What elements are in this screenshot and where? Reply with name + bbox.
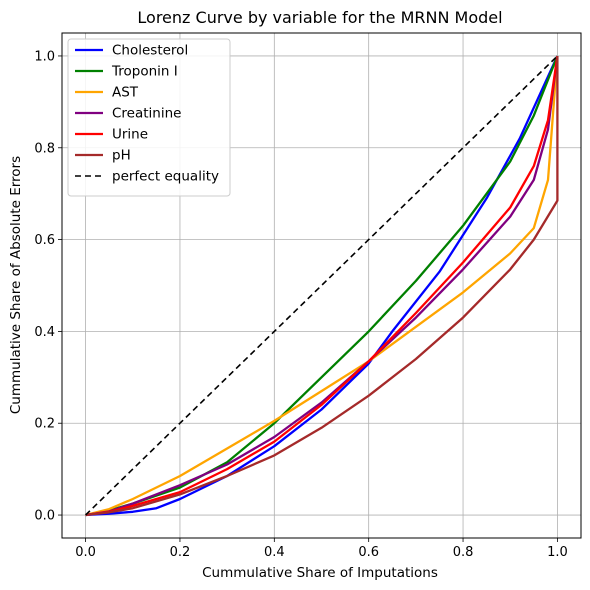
y-tick-label: 0.2 [34,417,55,432]
series-line-cholesterol [85,55,559,517]
y-tick-label: 0.8 [34,141,55,156]
series-layer [85,55,559,517]
legend-label: Troponin I [111,64,178,80]
series-line-ast [85,55,559,517]
x-axis-label: Cummulative Share of Imputations [202,565,438,581]
plot-frame [61,32,582,539]
y-tick-label: 0.4 [34,325,55,340]
y-axis-ticks: 0.0 0.2 0.4 0.6 0.8 1.0 [34,49,62,524]
x-tick-label: 0.8 [453,545,474,560]
legend-box [67,38,231,197]
x-tick-label: 0.6 [358,545,379,560]
x-axis-ticks: 0.0 0.2 0.4 0.6 0.8 1.0 [75,538,568,560]
chart-title: Lorenz Curve by variable for the MRNN Mo… [137,8,502,27]
grid [62,33,581,538]
legend-label: Creatinine [112,106,181,122]
y-tick-label: 0.0 [34,509,55,524]
series-line-ph [85,56,559,517]
x-tick-label: 0.0 [75,545,96,560]
y-tick-label: 1.0 [34,49,55,64]
series-line-urine [85,55,559,517]
legend-label: Urine [112,127,148,143]
legend-label: AST [112,85,139,101]
legend-label: Cholesterol [112,43,188,59]
y-tick-label: 0.6 [34,233,55,248]
legend: Cholesterol Troponin I AST Creatinine Urine p… [67,38,231,197]
legend-label: pH [112,148,131,164]
x-tick-label: 1.0 [547,545,568,560]
legend-label: perfect equality [112,169,219,185]
x-tick-label: 0.4 [264,545,285,560]
y-axis-label: Cummulative Share of Absolute Errors [8,156,24,414]
x-tick-label: 0.2 [170,545,191,560]
